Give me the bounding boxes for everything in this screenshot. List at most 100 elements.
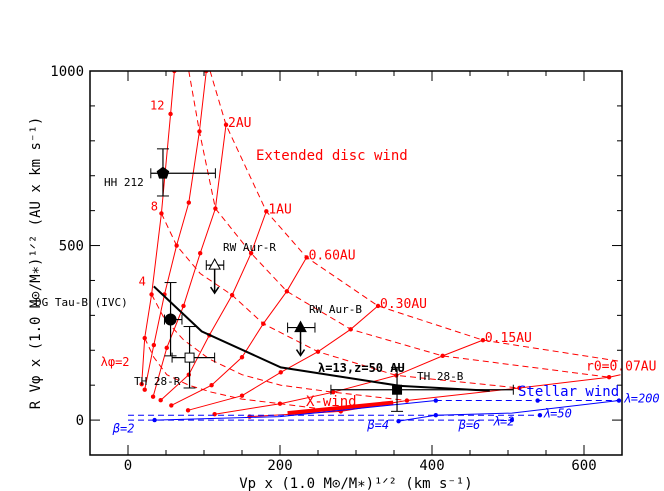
disc-wind-point (375, 303, 381, 309)
disc-wind-dashed-line (144, 337, 341, 412)
stellar-wind-label: λ=2 (493, 414, 515, 428)
disc-wind-point (213, 206, 218, 211)
observation-label: DG Tau-B (IVC) (35, 296, 128, 309)
x-tick-label: 0 (124, 458, 132, 474)
disc-wind-point (150, 394, 156, 399)
disc-wind-point (181, 303, 186, 309)
stellar-wind-point (152, 417, 157, 423)
disc-wind-point (248, 251, 254, 256)
disc-wind-solid-line (144, 71, 207, 390)
observation-label: TH 28-R (134, 375, 181, 388)
disc-wind-point (277, 401, 283, 406)
disc-wind-solid-line (160, 211, 267, 401)
y-tick-label: 500 (59, 239, 84, 255)
disc-wind-point (440, 353, 445, 359)
model-curve (153, 285, 490, 392)
x-axis-label: Vp x (1.0 M⊙/M∗)¹ᐟ² (km s⁻¹) (239, 476, 473, 491)
disc-wind-point (158, 397, 163, 403)
disc-wind-point (331, 389, 336, 395)
disc-wind-point (164, 345, 169, 351)
disc-wind-point (151, 342, 157, 348)
stellar-wind-point (433, 398, 438, 403)
x-wind-segment (287, 400, 394, 416)
observation-label: RW Aur-R (223, 241, 276, 254)
observation-marker (164, 313, 177, 326)
disc-wind-point (517, 385, 522, 391)
disc-wind-point (606, 374, 612, 380)
extended-disc-wind-label: Extended disc wind (256, 148, 408, 164)
lambda-phi-label: λφ=2 (101, 355, 130, 369)
stellar-wind-point (535, 398, 540, 403)
chart-marks: 2AU 1AU 0.60AU 0.30AU 0.15AU r0=0.07AU 12 8 4 λφ=… (35, 71, 660, 435)
stellar-wind-point (396, 418, 401, 424)
x-tick-label: 600 (571, 458, 596, 474)
stellar-wind-label: β=6 (458, 418, 481, 432)
stellar-wind-point (616, 398, 622, 403)
disc-wind-point (159, 211, 164, 216)
stellar-wind-point (509, 417, 514, 423)
y-tick-label: 1000 (50, 64, 84, 80)
disc-wind-point (197, 129, 202, 134)
disc-wind-point (315, 349, 321, 354)
model-curve-label: λ=13,z=50 AU (318, 361, 405, 375)
lambda-phi-label: 12 (150, 98, 164, 112)
disc-wind-point (169, 403, 174, 408)
r0-label: 0.30AU (380, 297, 427, 312)
observation-marker (208, 258, 221, 270)
r0-label: 0.15AU (485, 331, 532, 346)
y-axis-label: R Vφ x (1.0 M⊙/M∗)¹ᐟ² (AU x km s⁻¹) (28, 117, 44, 410)
disc-wind-point (264, 209, 269, 214)
disc-wind-point (168, 111, 173, 117)
stellar-wind-label: λ=50 (543, 406, 572, 420)
observation-marker (156, 166, 170, 179)
r0-label: r0=0.07AU (586, 360, 656, 375)
stellar-wind-solid-line (154, 400, 436, 421)
x-tick-label: 400 (419, 458, 444, 474)
disc-wind-solid-line (141, 71, 175, 385)
disc-wind-point (304, 255, 309, 260)
disc-wind-point (209, 382, 214, 388)
disc-wind-solid-line (152, 124, 227, 397)
x-wind-label: X-wind (306, 394, 357, 410)
y-tick-label: 0 (76, 413, 84, 429)
disc-wind-point (480, 337, 486, 343)
observation-label: RW Aur-B (309, 303, 362, 316)
disc-wind-point (261, 321, 266, 326)
disc-wind-solid-line (214, 339, 484, 415)
disc-wind-point (223, 122, 229, 127)
disc-wind-point (239, 355, 245, 360)
r0-label: 0.60AU (309, 248, 356, 263)
disc-wind-solid-line (171, 257, 308, 406)
r0-label: 2AU (228, 116, 251, 131)
disc-wind-solid-line (187, 305, 379, 411)
stellar-wind-label: β=4 (366, 418, 389, 432)
disc-wind-point (174, 243, 179, 248)
r0-label: 1AU (268, 202, 291, 217)
observation-marker (184, 352, 195, 363)
disc-wind-point (239, 393, 245, 398)
disc-wind-point (185, 408, 191, 413)
disc-wind-point (186, 372, 191, 377)
disc-wind-point (149, 292, 154, 297)
stellar-wind-label: λ=200 (624, 392, 660, 406)
observation-label: TH 28-B (417, 370, 464, 383)
disc-wind-point (139, 381, 144, 387)
disc-wind-point (186, 200, 191, 205)
stellar-wind-label: β=2 (112, 421, 135, 435)
stellar-wind-point (433, 413, 438, 418)
stellar-wind-solid-line (398, 400, 620, 422)
lambda-phi-label: 8 (151, 200, 158, 214)
disc-wind-point (404, 398, 410, 403)
disc-wind-point (284, 289, 290, 294)
disc-wind-point (229, 292, 235, 298)
axis-ticks: 0 200 400 600 0 500 1000 (50, 64, 623, 474)
stellar-wind-label: Stellar wind (518, 384, 619, 400)
disc-wind-point (142, 335, 147, 341)
arrow-head (295, 349, 306, 357)
stellar-wind-point (537, 413, 543, 418)
lambda-phi-label: 4 (139, 275, 146, 289)
x-tick-label: 200 (267, 458, 292, 474)
observation-label: HH 212 (104, 176, 144, 189)
observation-marker (392, 384, 403, 395)
